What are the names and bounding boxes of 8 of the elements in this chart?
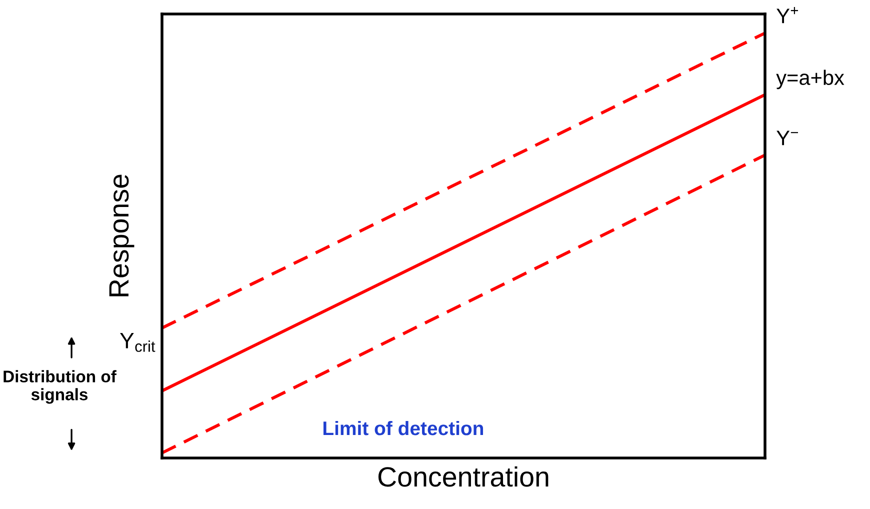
series-label: Y$^{−}$ — [776, 130, 798, 146]
annotation: Distribution of signals — [4, 370, 116, 404]
series-label: Y$^{+}$ — [776, 6, 798, 24]
series-label: y=a+bx — [776, 70, 844, 90]
annotation: Y$_{crit}$ — [120, 332, 156, 352]
x-axis-title: Concentration — [378, 466, 548, 487]
y-axis-title: Response — [109, 174, 134, 296]
annotation: Limit of detection — [323, 420, 484, 436]
